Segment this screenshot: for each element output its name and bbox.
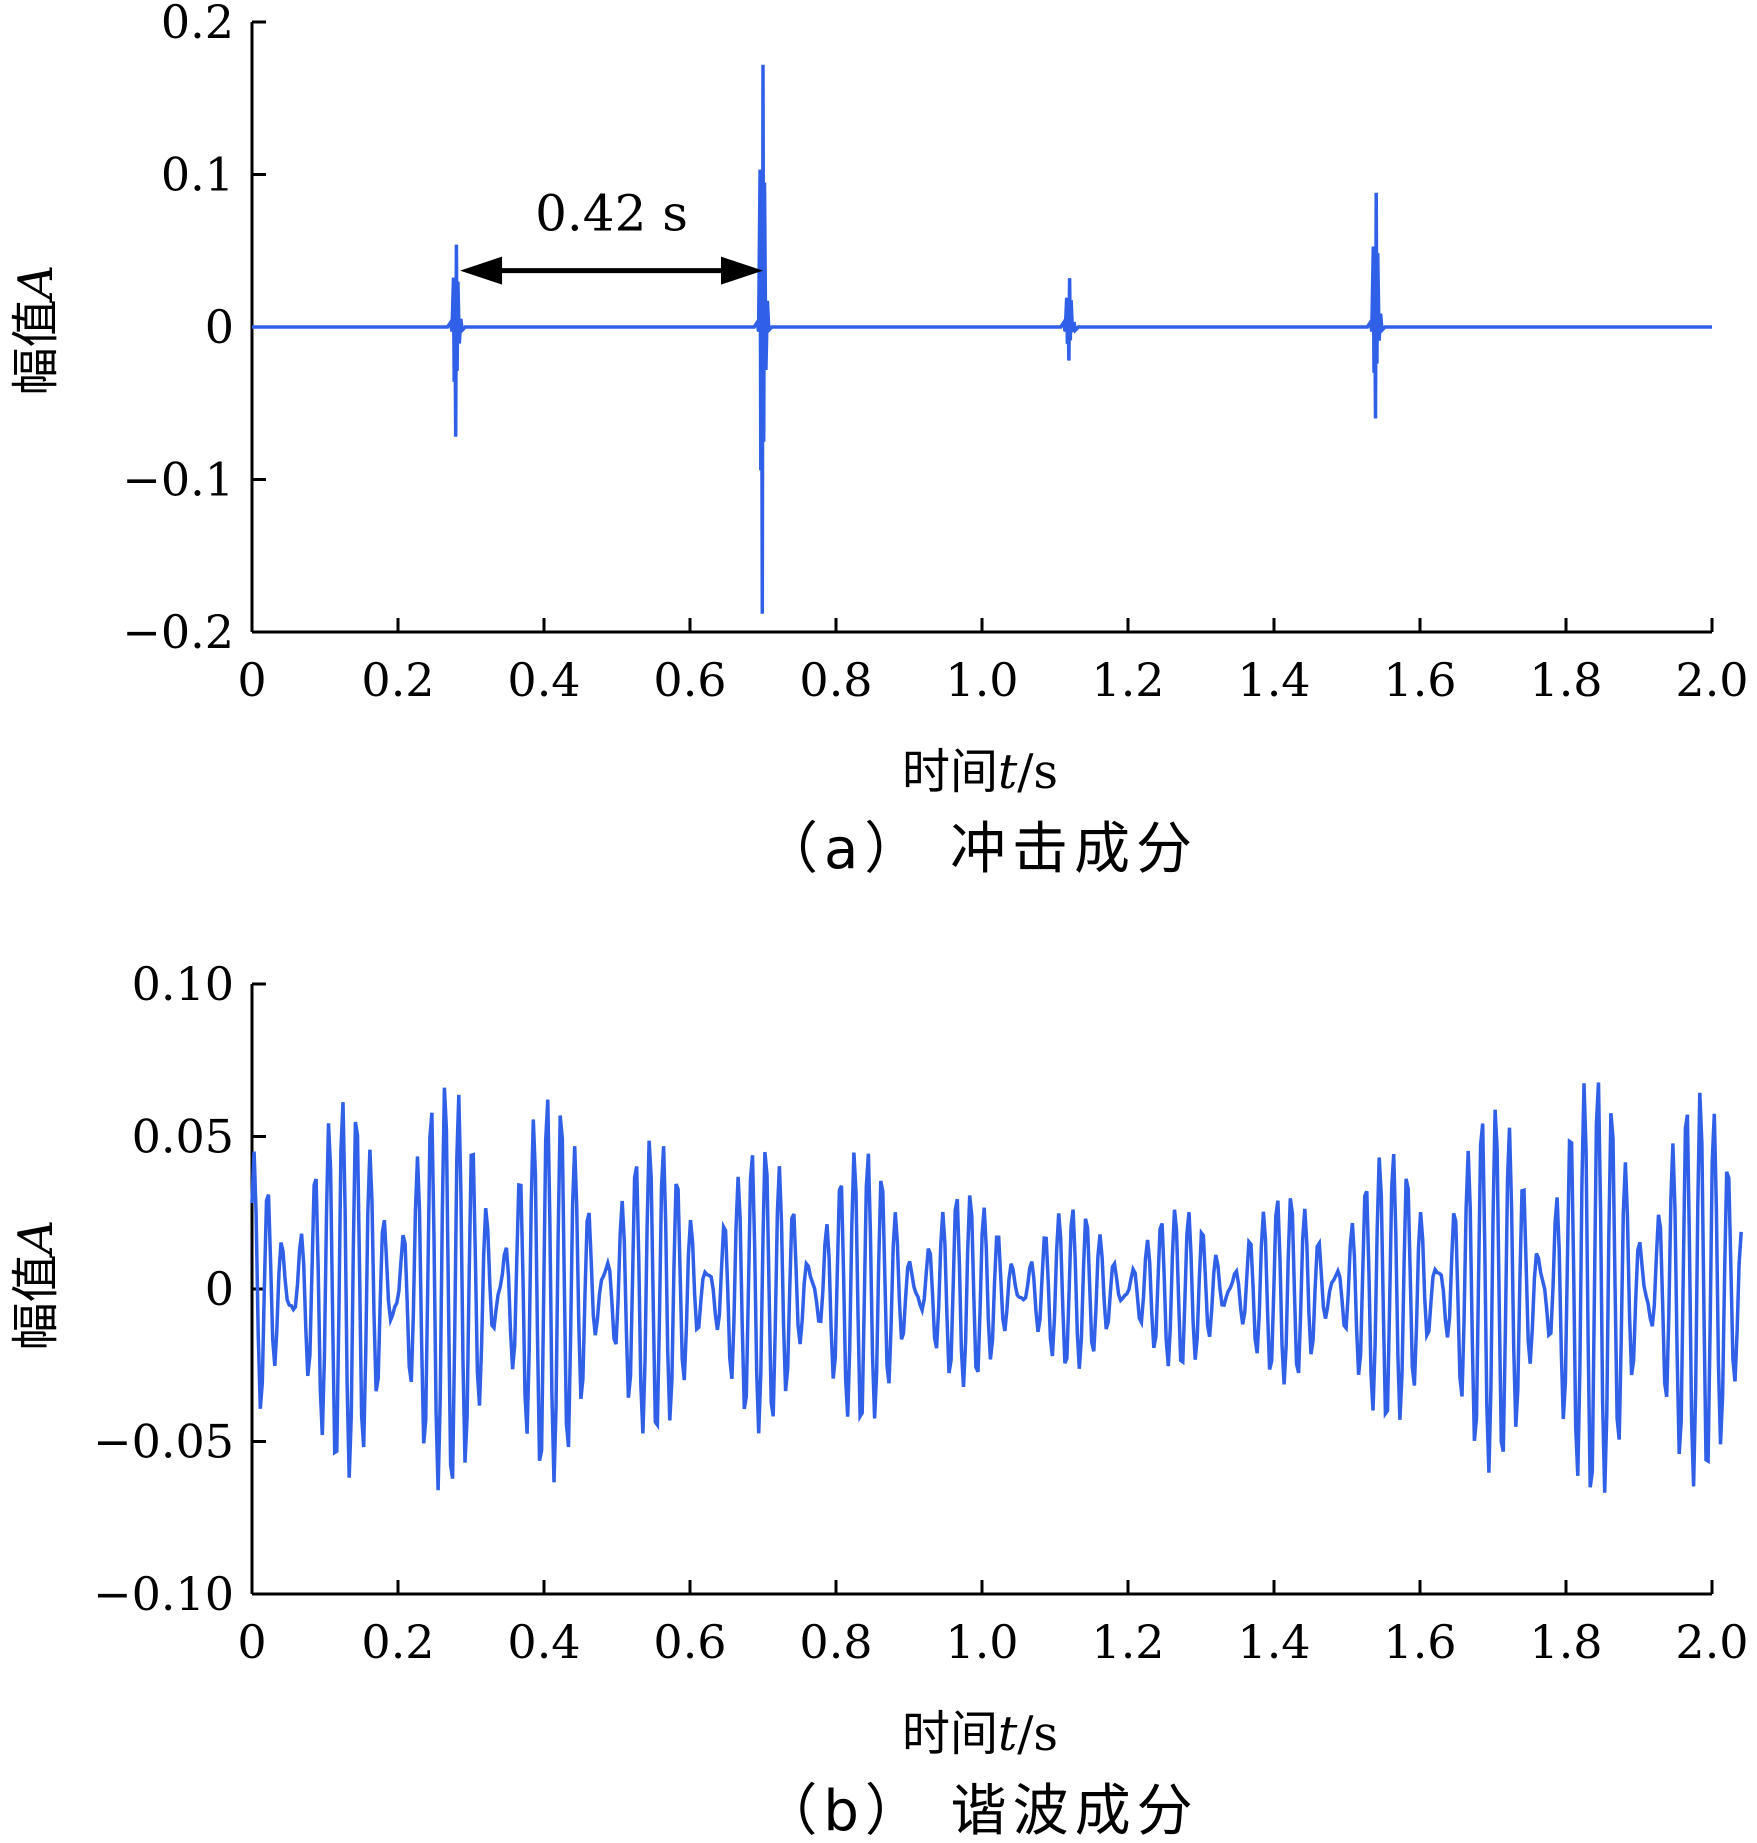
y-tick-label: −0.2 [122, 605, 234, 659]
x-tick-label: 1.6 [1383, 653, 1456, 707]
x-axis-label: 时间t/s [902, 744, 1058, 800]
x-tick-label: 0 [237, 1615, 266, 1669]
y-axis-title: 幅值A [8, 1220, 64, 1351]
x-tick-label: 1.4 [1237, 1615, 1310, 1669]
x-tick-label: 1.4 [1237, 653, 1310, 707]
x-tick-label: 1.6 [1383, 1615, 1456, 1669]
y-tick-label: 0.10 [132, 957, 234, 1011]
panel-a-caption: （a） 冲击成分 [762, 817, 1198, 882]
x-tick-label: 0.6 [653, 1615, 726, 1669]
panel-b-caption: （b） 谐波成分 [761, 1779, 1198, 1843]
y-tick-label: 0.2 [161, 0, 234, 49]
harmonic-signal-line [250, 1082, 1743, 1493]
plot-area: 0 0.2 0.4 0.6 0.8 1.0 1.2 1.4 1.6 1.8 2.00.20.10−0… [122, 0, 1748, 707]
interval-arrow-left-head [460, 256, 503, 285]
x-tick-label: 2.0 [1675, 1615, 1748, 1669]
x-axis-title: 时间t/s [902, 1706, 1058, 1762]
x-axis-title: 时间t/s [902, 744, 1058, 800]
x-tick-label: 0.2 [361, 1615, 434, 1669]
y-tick-label: −0.1 [122, 453, 234, 507]
interval-arrow-right-head [721, 256, 763, 285]
interval-annotation-label: 0.42 s [535, 185, 688, 243]
impact-signal-line [252, 64, 1712, 614]
plot-area: 0 0.2 0.4 0.6 0.8 1.0 1.2 1.4 1.6 1.8 2.0 0.10 0.05 0… [93, 957, 1749, 1669]
y-tick-label: 0.1 [161, 148, 234, 202]
x-tick-label: 1.8 [1529, 1615, 1602, 1669]
y-tick-label: −0.10 [93, 1567, 234, 1621]
x-tick-label: 1.2 [1091, 653, 1164, 707]
y-axis-label: 幅值A [8, 1220, 64, 1351]
y-axis-title: 幅值A [8, 265, 64, 396]
x-tick-label: 0.6 [653, 653, 726, 707]
x-tick-label: 0 [237, 653, 266, 707]
x-tick-label: 0.4 [507, 653, 580, 707]
x-axis-label: 时间t/s [902, 1706, 1058, 1762]
x-tick-label: 0.4 [507, 1615, 580, 1669]
y-axis-label: 幅值A [8, 265, 64, 396]
x-tick-label: 2.0 [1675, 653, 1748, 707]
x-tick-label: 1.2 [1091, 1615, 1164, 1669]
y-tick-label: −0.05 [93, 1415, 234, 1469]
y-tick-label: 0 [205, 300, 234, 354]
impact-component-panel: 0 0.2 0.4 0.6 0.8 1.0 1.2 1.4 1.6 1.8 2.00.20.10−0… [8, 0, 1749, 882]
x-tick-label: 1.0 [945, 653, 1018, 707]
y-tick-label: 0 [205, 1262, 234, 1316]
y-tick-label: 0.05 [132, 1110, 234, 1164]
x-tick-label: 1.0 [945, 1615, 1018, 1669]
x-tick-label: 0.8 [799, 1615, 872, 1669]
harmonic-component-panel: 0 0.2 0.4 0.6 0.8 1.0 1.2 1.4 1.6 1.8 2.0 0.10 0.05 0… [8, 957, 1749, 1843]
x-tick-label: 0.2 [361, 653, 434, 707]
x-tick-label: 1.8 [1529, 653, 1602, 707]
x-tick-label: 0.8 [799, 653, 872, 707]
